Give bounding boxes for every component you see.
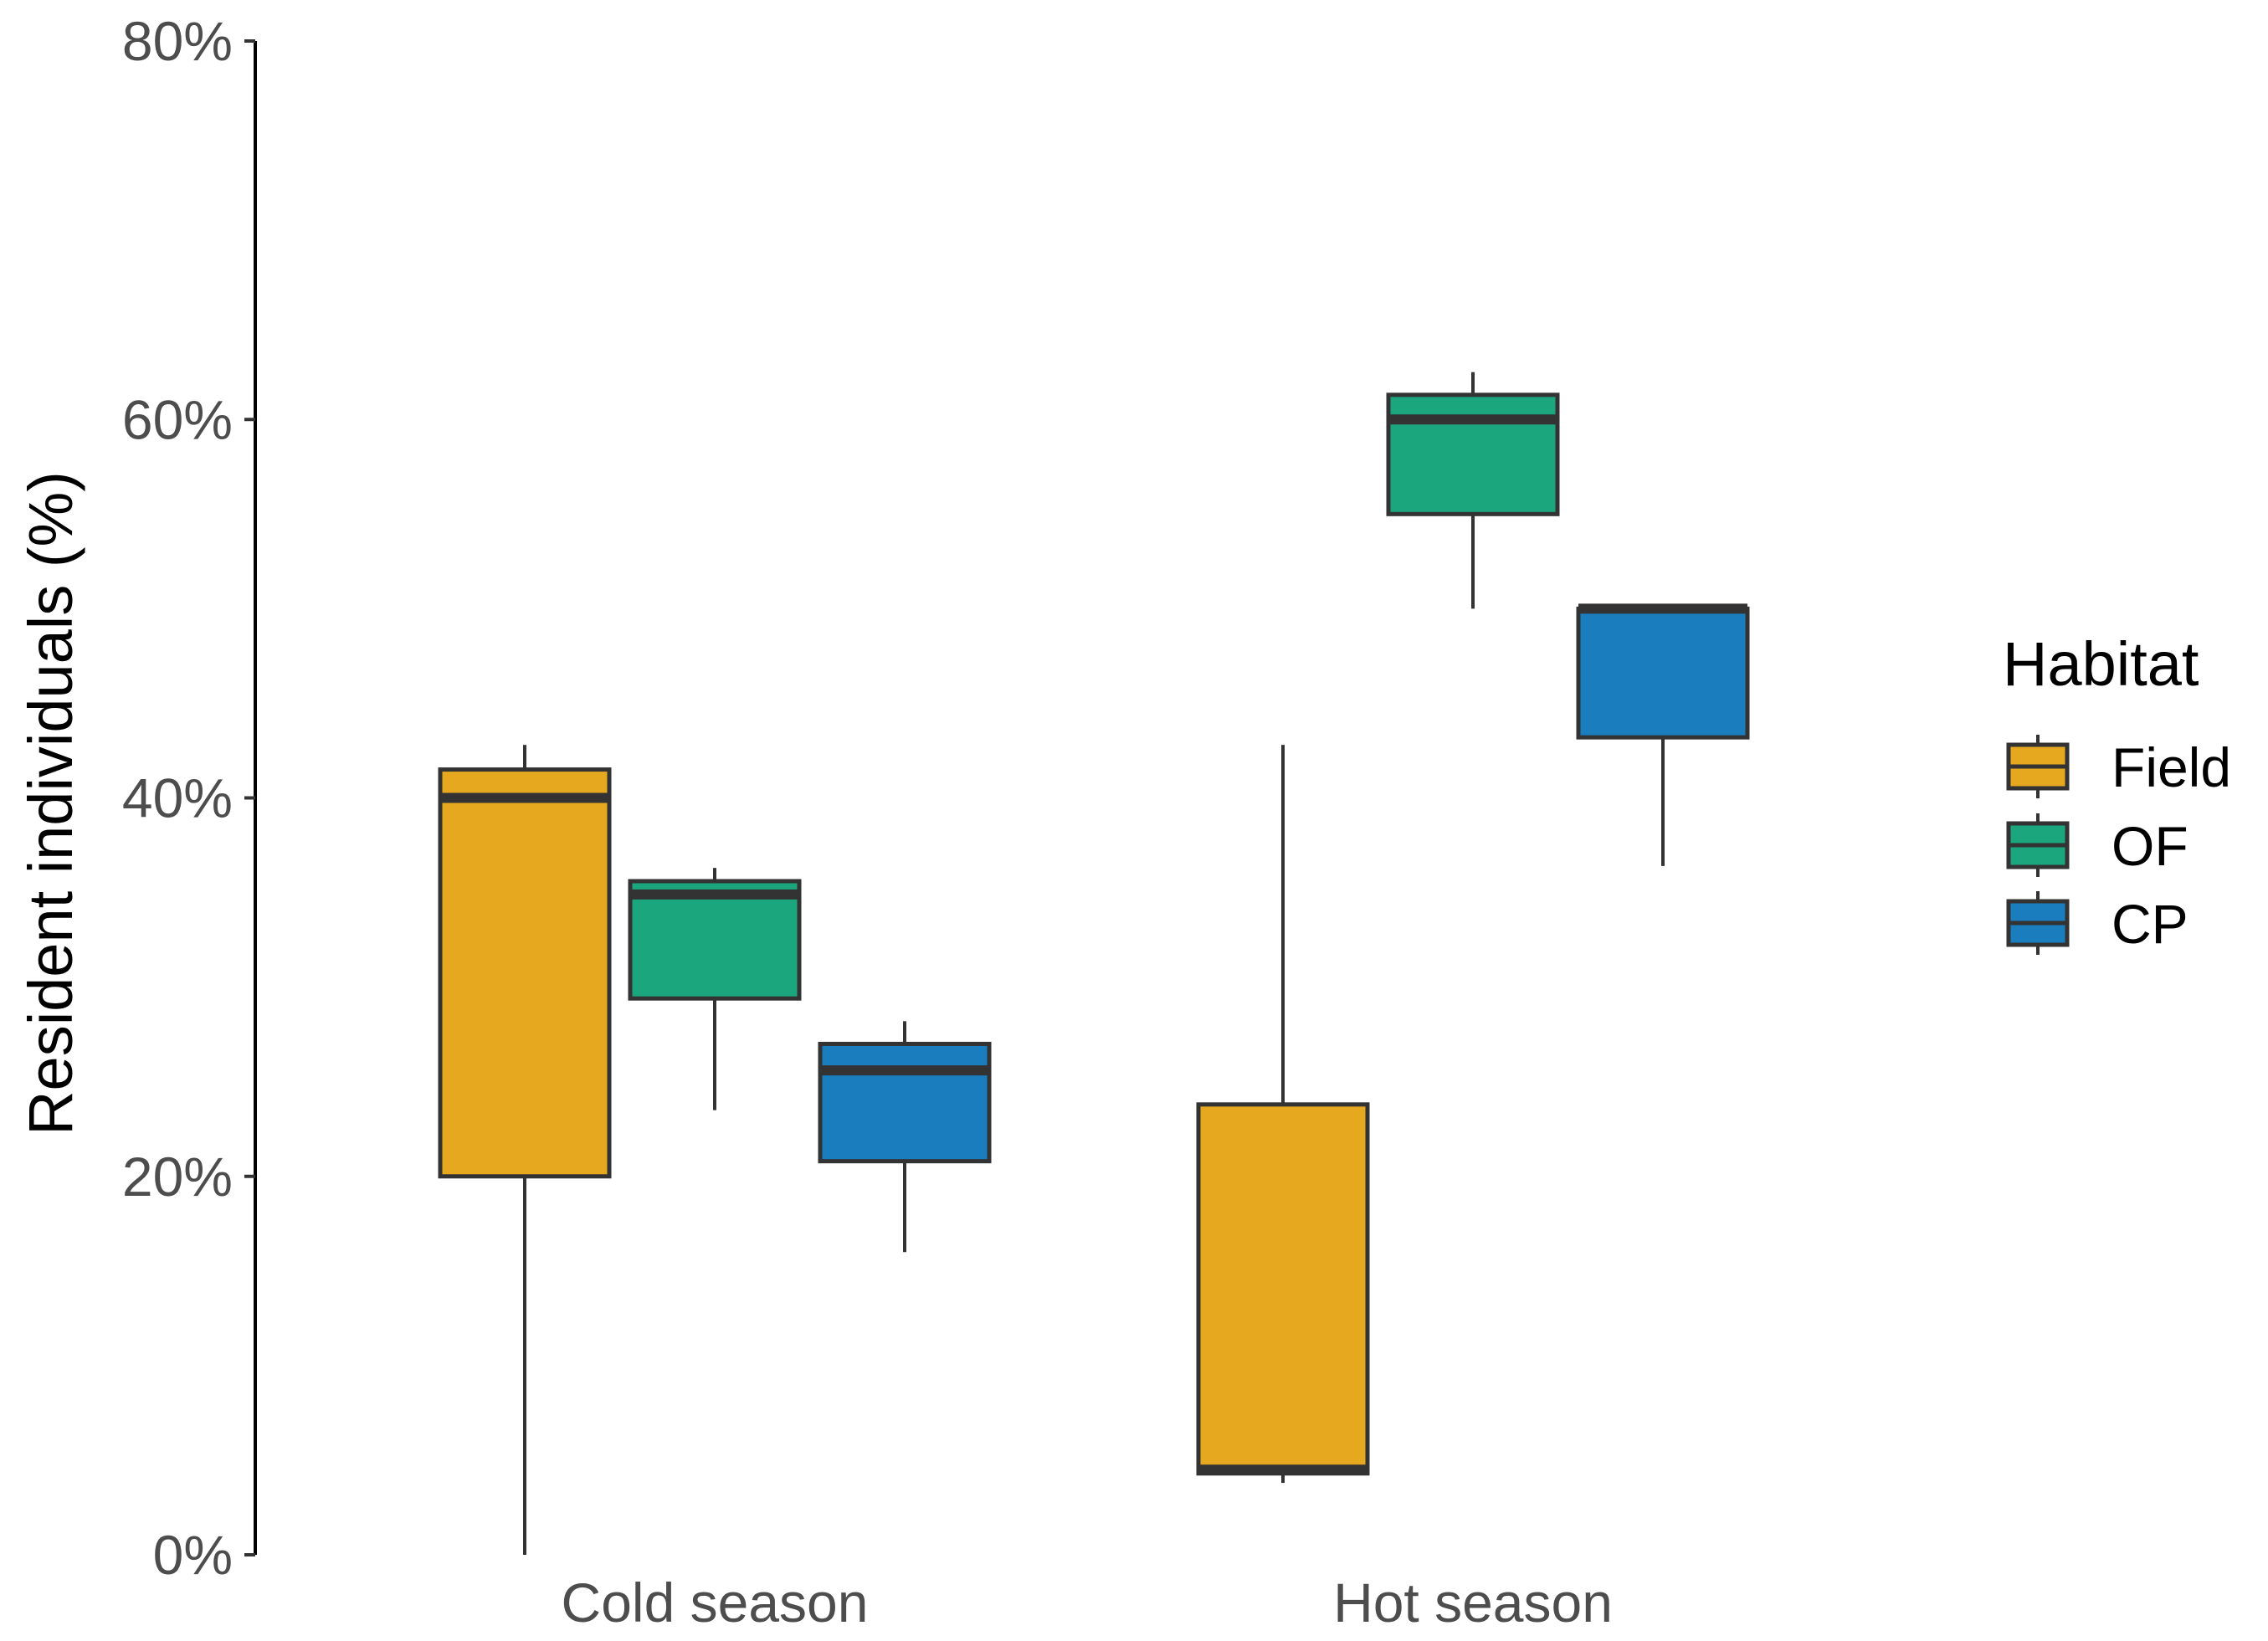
y-tick-label: 0% xyxy=(153,1524,233,1586)
box-cp-cold xyxy=(818,1021,992,1253)
box-body xyxy=(1386,392,1560,516)
legend-label: CP xyxy=(2111,893,2188,955)
y-tick-label: 20% xyxy=(122,1146,233,1208)
box-body xyxy=(628,879,802,1001)
box-field-cold xyxy=(438,745,612,1555)
y-axis-title: Resident individuals (%) xyxy=(16,471,85,1136)
legend-item-field: Field xyxy=(2006,735,2231,798)
legend-item-of: OF xyxy=(2006,813,2188,877)
box-body xyxy=(438,767,612,1179)
box-body xyxy=(1196,1102,1370,1476)
y-tick-label: 60% xyxy=(122,388,233,450)
legend-items: Field OF CP xyxy=(2006,735,2231,955)
box-cp-hot xyxy=(1576,603,1750,866)
box-of-cold xyxy=(628,868,802,1110)
legend-title: Habitat xyxy=(2003,629,2199,699)
y-ticks: 0% 20% 40% 60% 80% xyxy=(122,10,255,1586)
x-tick-label: Hot season xyxy=(1333,1572,1613,1633)
box-body xyxy=(1576,606,1750,740)
box-of-hot xyxy=(1386,372,1560,609)
y-tick-label: 80% xyxy=(122,10,233,72)
x-tick-label: Cold season xyxy=(562,1572,869,1633)
legend-label: OF xyxy=(2111,815,2188,877)
boxes xyxy=(438,372,1750,1555)
y-tick-label: 40% xyxy=(122,767,233,829)
box-field-hot xyxy=(1196,745,1370,1484)
legend-label: Field xyxy=(2111,736,2231,798)
x-ticks: Cold season Hot season xyxy=(562,1572,1613,1633)
legend-item-cp: CP xyxy=(2006,891,2188,955)
box-body xyxy=(818,1041,992,1164)
legend: Habitat Field OF CP xyxy=(2003,629,2231,955)
